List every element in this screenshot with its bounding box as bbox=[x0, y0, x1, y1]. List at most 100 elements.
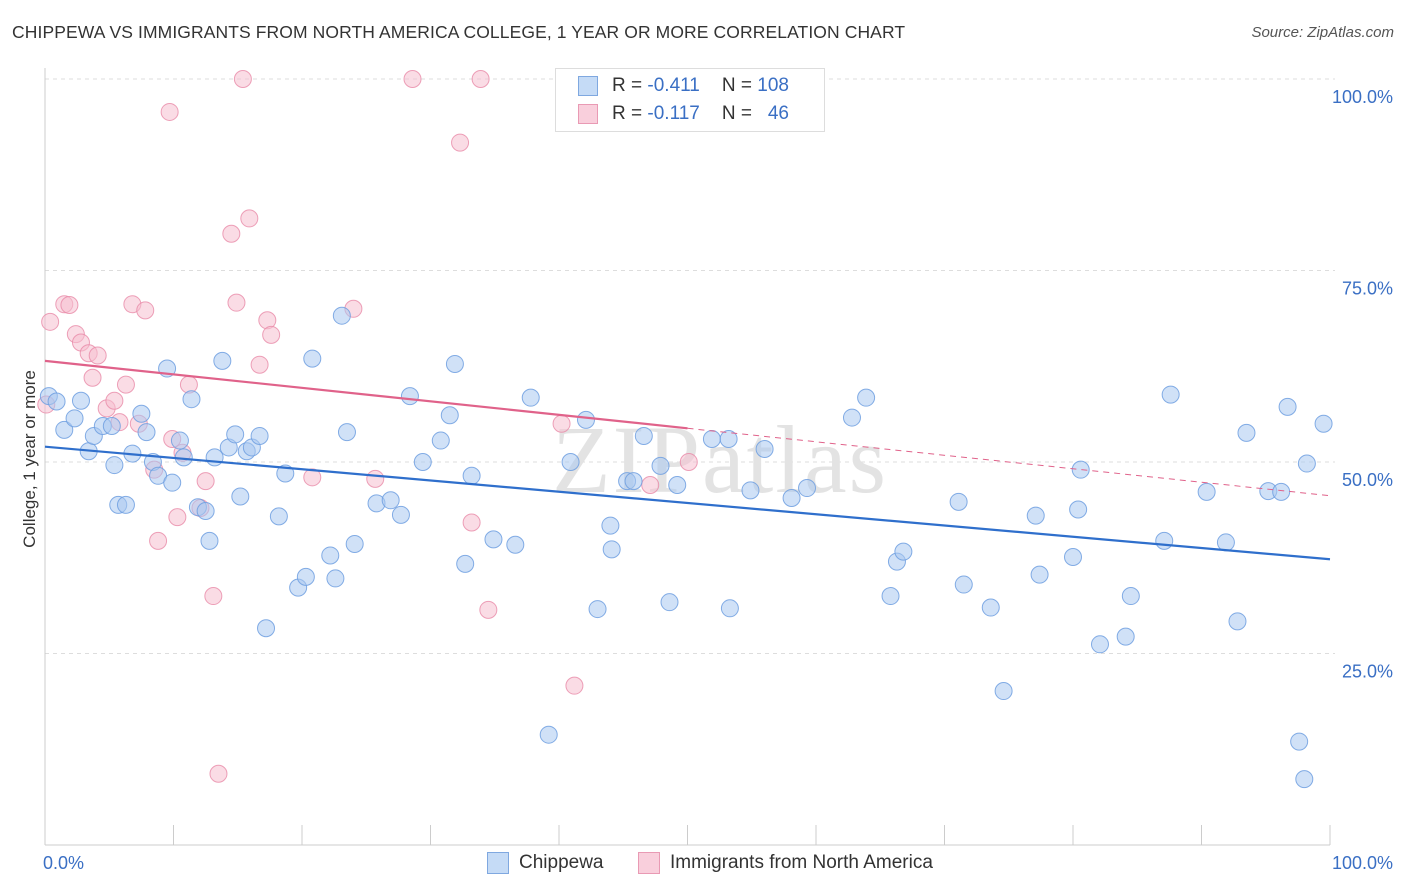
y-tick-label: 75.0% bbox=[1342, 279, 1393, 299]
data-point-chippewa bbox=[741, 481, 760, 500]
legend-r-label: R = bbox=[612, 75, 643, 96]
data-point-chippewa bbox=[1064, 547, 1082, 566]
legend-label-immigrants: Immigrants from North America bbox=[670, 852, 933, 873]
data-point-immigrants bbox=[88, 346, 107, 365]
data-point-chippewa bbox=[321, 546, 340, 565]
data-point-immigrants bbox=[240, 209, 259, 228]
data-point-chippewa bbox=[798, 479, 817, 498]
data-point-chippewa bbox=[71, 391, 90, 410]
legend-n-value: 46 bbox=[767, 103, 789, 124]
data-point-chippewa bbox=[894, 542, 913, 561]
legend-swatch-blue bbox=[487, 852, 509, 874]
legend-label-chippewa: Chippewa bbox=[519, 852, 604, 873]
data-point-chippewa bbox=[857, 388, 876, 407]
data-point-chippewa bbox=[484, 530, 503, 549]
data-point-chippewa bbox=[1295, 770, 1314, 789]
data-point-immigrants bbox=[479, 600, 498, 619]
data-point-immigrants bbox=[451, 133, 470, 152]
data-point-chippewa bbox=[65, 409, 84, 428]
y-tick-label: 100.0% bbox=[1332, 87, 1393, 107]
data-point-chippewa bbox=[782, 489, 801, 508]
data-point-immigrants bbox=[196, 472, 215, 491]
data-point-chippewa bbox=[445, 354, 464, 373]
data-point-chippewa bbox=[1272, 482, 1291, 501]
data-point-chippewa bbox=[634, 426, 653, 445]
data-point-immigrants bbox=[168, 508, 187, 527]
legend-row-chippewa: R = -0.411 N = 108 bbox=[578, 74, 789, 98]
data-point-chippewa bbox=[954, 575, 973, 594]
data-point-chippewa bbox=[326, 569, 345, 588]
grid-lines bbox=[45, 78, 1335, 654]
data-point-chippewa bbox=[196, 502, 215, 521]
data-point-chippewa bbox=[226, 425, 245, 444]
data-point-immigrants bbox=[679, 453, 698, 471]
data-point-chippewa bbox=[1297, 454, 1316, 473]
x-tick-label: 0.0% bbox=[43, 853, 84, 873]
legend-r-label: R = bbox=[612, 103, 643, 124]
data-point-chippewa bbox=[949, 492, 968, 511]
data-point-immigrants bbox=[136, 301, 155, 320]
data-point-chippewa bbox=[1197, 482, 1216, 501]
data-point-chippewa bbox=[1071, 460, 1090, 479]
data-point-chippewa bbox=[413, 453, 432, 471]
data-point-chippewa bbox=[881, 587, 900, 606]
data-point-chippewa bbox=[200, 531, 219, 550]
data-point-chippewa bbox=[400, 387, 419, 406]
data-point-immigrants bbox=[233, 70, 252, 88]
legend-row-immigrants: R = -0.117 N = 46 bbox=[578, 102, 789, 126]
data-point-chippewa bbox=[345, 534, 364, 553]
data-point-chippewa bbox=[521, 388, 540, 407]
data-point-immigrants bbox=[303, 468, 322, 487]
axes bbox=[44, 68, 1331, 846]
data-point-immigrants bbox=[209, 764, 228, 783]
data-point-chippewa bbox=[337, 423, 356, 442]
legend-n-label: N = bbox=[721, 103, 752, 124]
data-point-chippewa bbox=[1314, 414, 1333, 433]
data-point-chippewa bbox=[1026, 506, 1045, 525]
data-point-chippewa bbox=[105, 456, 124, 475]
data-point-immigrants bbox=[471, 70, 490, 88]
legend-swatch-pink bbox=[638, 852, 660, 874]
data-point-chippewa bbox=[561, 453, 580, 471]
trend-lines bbox=[44, 359, 1331, 561]
data-point-chippewa bbox=[1121, 587, 1140, 606]
correlation-legend: R = -0.411 N = 108 R = -0.117 N = 46 bbox=[555, 68, 825, 132]
data-point-chippewa bbox=[391, 505, 410, 524]
data-point-immigrants bbox=[227, 293, 246, 312]
data-point-chippewa bbox=[440, 406, 459, 425]
data-point-immigrants bbox=[552, 414, 571, 433]
data-point-chippewa bbox=[205, 448, 224, 467]
data-point-chippewa bbox=[182, 390, 201, 409]
data-point-chippewa bbox=[981, 598, 1000, 617]
data-point-chippewa bbox=[1090, 635, 1109, 654]
legend-swatch-blue bbox=[578, 76, 598, 96]
legend-n-label: N = bbox=[721, 75, 752, 96]
data-point-chippewa bbox=[303, 349, 322, 368]
data-point-chippewa bbox=[624, 472, 643, 491]
y-axis-label: College, 1 year or more bbox=[20, 370, 39, 548]
trend-line-immigrants bbox=[44, 359, 688, 430]
data-point-chippewa bbox=[1030, 565, 1049, 584]
series-chippewa-points bbox=[39, 306, 1333, 789]
tick-labels: 25.0% 50.0% 75.0% 100.0% 0.0% 100.0% bbox=[43, 87, 1393, 873]
data-point-chippewa bbox=[720, 599, 739, 618]
y-tick-label: 50.0% bbox=[1342, 470, 1393, 490]
legend-item-chippewa: Chippewa bbox=[487, 852, 604, 874]
data-point-chippewa bbox=[602, 540, 621, 559]
data-point-chippewa bbox=[296, 567, 315, 586]
data-point-chippewa bbox=[1069, 500, 1088, 519]
data-point-immigrants bbox=[462, 513, 481, 532]
x-tick-label: 100.0% bbox=[1332, 853, 1393, 873]
data-point-chippewa bbox=[755, 439, 774, 458]
data-point-chippewa bbox=[276, 464, 295, 483]
data-point-chippewa bbox=[668, 475, 687, 494]
data-point-chippewa bbox=[257, 619, 276, 638]
data-point-chippewa bbox=[332, 306, 351, 325]
data-point-chippewa bbox=[102, 416, 121, 435]
data-point-chippewa bbox=[456, 554, 475, 573]
data-point-chippewa bbox=[170, 431, 189, 450]
trend-line-chippewa bbox=[44, 445, 1331, 561]
data-point-chippewa bbox=[842, 408, 861, 427]
data-point-chippewa bbox=[588, 600, 607, 619]
